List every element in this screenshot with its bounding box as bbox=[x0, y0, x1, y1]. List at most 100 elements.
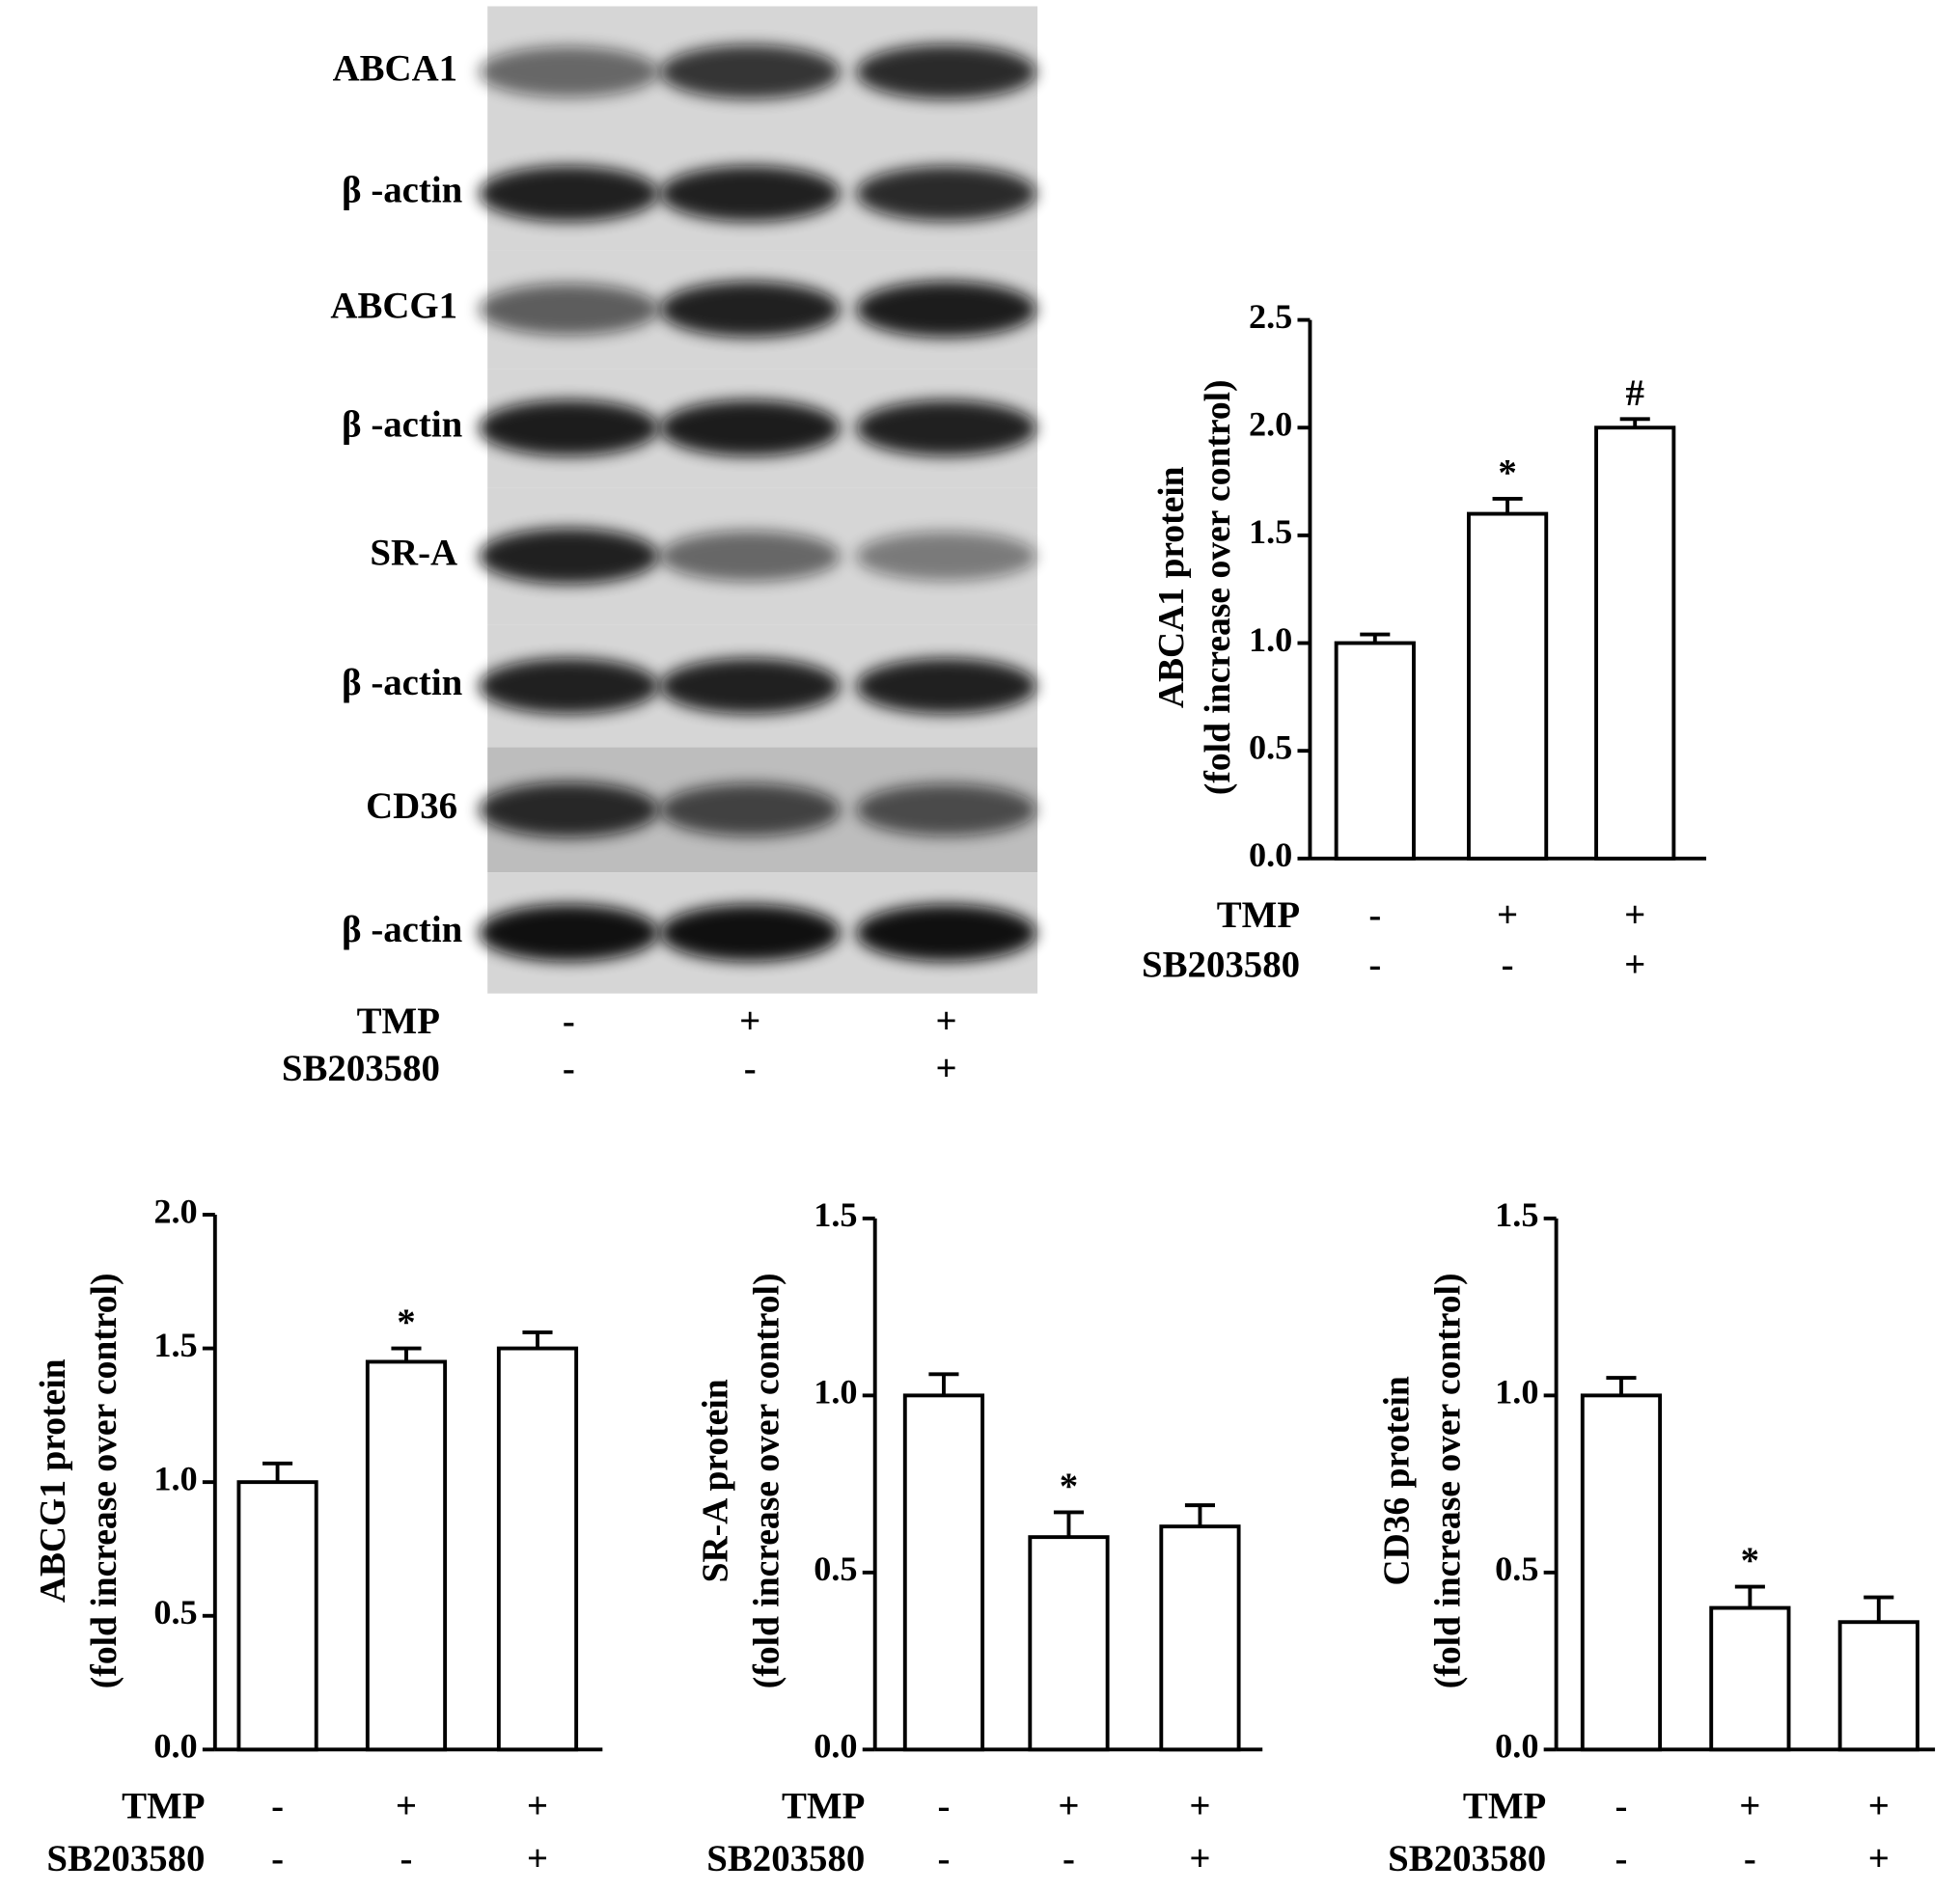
blot-band bbox=[856, 531, 1036, 581]
condition-sign: + bbox=[1497, 894, 1518, 936]
condition-sign: + bbox=[527, 1838, 548, 1879]
condition-sign: + bbox=[1189, 1785, 1210, 1826]
blot-label: β -actin bbox=[342, 404, 463, 446]
y-axis-label: ABCG1 protein bbox=[34, 1358, 73, 1603]
blot-band bbox=[659, 281, 841, 338]
bar bbox=[1709, 1605, 1791, 1752]
blot-band bbox=[479, 165, 659, 222]
condition-sign: + bbox=[1868, 1785, 1890, 1826]
blot-band bbox=[659, 165, 841, 222]
condition-name: TMP bbox=[1463, 1785, 1546, 1826]
y-tick-label: 2.5 bbox=[1249, 297, 1292, 336]
condition-name: TMP bbox=[782, 1785, 865, 1826]
y-tick-label: 1.0 bbox=[1249, 620, 1292, 659]
bar bbox=[496, 1346, 579, 1752]
blot-band bbox=[659, 904, 841, 962]
blot-band bbox=[856, 281, 1036, 338]
y-tick-label: 0.5 bbox=[1249, 728, 1292, 767]
blot-band bbox=[659, 782, 841, 836]
y-tick-label: 0.0 bbox=[153, 1727, 197, 1766]
significance-marker: * bbox=[1060, 1466, 1078, 1507]
condition-sign: - bbox=[271, 1838, 284, 1879]
y-tick-label: 1.5 bbox=[814, 1195, 857, 1234]
blot-band bbox=[479, 528, 659, 585]
y-tick-label: 1.5 bbox=[1495, 1195, 1538, 1234]
y-tick-label: 1.0 bbox=[1495, 1373, 1538, 1412]
bar bbox=[365, 1359, 448, 1752]
condition-sign: + bbox=[739, 1001, 760, 1042]
bar bbox=[1159, 1524, 1241, 1752]
condition-sign: + bbox=[527, 1785, 548, 1826]
y-axis-label: (fold increase over control) bbox=[1199, 379, 1238, 795]
condition-sign: + bbox=[1624, 945, 1645, 986]
condition-sign: - bbox=[563, 1048, 575, 1089]
condition-sign: - bbox=[271, 1785, 284, 1826]
bar bbox=[1466, 511, 1549, 861]
blot-band bbox=[479, 399, 659, 456]
blot-label: CD36 bbox=[366, 785, 457, 827]
condition-sign: - bbox=[1615, 1785, 1627, 1826]
blot-band bbox=[856, 783, 1036, 836]
condition-sign: + bbox=[1624, 894, 1645, 936]
condition-sign: - bbox=[1744, 1838, 1756, 1879]
condition-sign: - bbox=[1063, 1838, 1075, 1879]
blot-band bbox=[856, 904, 1036, 962]
blot-band bbox=[856, 658, 1036, 715]
condition-sign: + bbox=[1868, 1838, 1890, 1879]
blot-band bbox=[479, 658, 659, 715]
condition-sign: - bbox=[1368, 894, 1381, 936]
condition-sign: + bbox=[1189, 1838, 1210, 1879]
significance-marker: * bbox=[1741, 1540, 1759, 1581]
condition-sign: - bbox=[1502, 945, 1514, 986]
condition-sign: - bbox=[400, 1838, 413, 1879]
condition-sign: + bbox=[1058, 1785, 1079, 1826]
blot-band bbox=[479, 781, 659, 837]
bar bbox=[1594, 425, 1676, 861]
condition-sign: + bbox=[935, 1001, 956, 1042]
bar bbox=[1580, 1393, 1663, 1752]
blot-label: β -actin bbox=[342, 909, 463, 950]
condition-sign: - bbox=[563, 1001, 575, 1042]
blot-band bbox=[659, 44, 841, 99]
condition-name: TMP bbox=[1217, 894, 1300, 936]
y-tick-label: 0.0 bbox=[1495, 1727, 1538, 1766]
significance-marker: * bbox=[397, 1302, 415, 1343]
y-axis-label: (fold increase over control) bbox=[85, 1274, 124, 1689]
significance-marker: # bbox=[1625, 372, 1643, 414]
y-tick-label: 1.0 bbox=[153, 1459, 197, 1497]
condition-name: TMP bbox=[357, 1001, 440, 1042]
blot-band bbox=[479, 904, 659, 962]
condition-sign: - bbox=[1368, 945, 1381, 986]
condition-name: SB203580 bbox=[46, 1838, 205, 1879]
y-tick-label: 0.5 bbox=[1495, 1549, 1538, 1588]
bar bbox=[902, 1393, 985, 1752]
y-tick-label: 0.0 bbox=[814, 1727, 857, 1766]
condition-sign: + bbox=[935, 1048, 956, 1089]
y-tick-label: 0.5 bbox=[153, 1593, 197, 1632]
blot-band bbox=[659, 531, 841, 582]
y-tick-label: 2.0 bbox=[153, 1192, 197, 1230]
y-axis-label: CD36 protein bbox=[1377, 1376, 1417, 1585]
y-tick-label: 0.0 bbox=[1249, 836, 1292, 874]
y-tick-label: 2.0 bbox=[1249, 405, 1292, 444]
blot-label: β -actin bbox=[342, 170, 463, 211]
condition-name: TMP bbox=[122, 1785, 205, 1826]
condition-name: SB203580 bbox=[706, 1838, 865, 1879]
blot-band bbox=[659, 658, 841, 715]
condition-sign: + bbox=[1739, 1785, 1760, 1826]
blot-label: SR-A bbox=[370, 532, 457, 573]
y-tick-label: 1.5 bbox=[153, 1326, 197, 1364]
bar bbox=[1837, 1620, 1919, 1752]
y-tick-label: 1.5 bbox=[1249, 512, 1292, 551]
blot-band bbox=[479, 46, 659, 97]
y-tick-label: 1.0 bbox=[814, 1373, 857, 1412]
condition-sign: - bbox=[937, 1838, 950, 1879]
bar bbox=[1028, 1535, 1110, 1752]
bar bbox=[236, 1480, 318, 1752]
condition-sign: - bbox=[937, 1785, 950, 1826]
condition-sign: + bbox=[396, 1785, 417, 1826]
y-axis-label: (fold increase over control) bbox=[748, 1274, 787, 1689]
bar bbox=[1334, 641, 1416, 861]
condition-name: SB203580 bbox=[1142, 945, 1300, 986]
